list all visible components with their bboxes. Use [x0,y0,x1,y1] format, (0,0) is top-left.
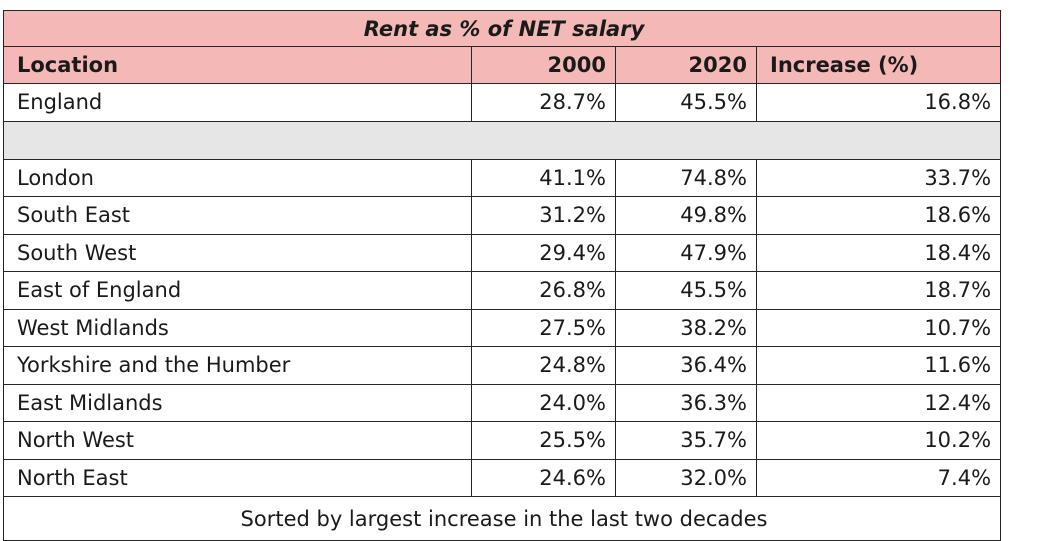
cell-2020: 32.0% [615,458,757,497]
cell-2000: 24.8% [471,346,616,385]
cell-location: East of England [3,271,472,310]
cell-2020: 74.8% [615,158,757,197]
spacer-row [2,120,1002,160]
header-increase: Increase (%) [755,46,1002,84]
cell-2020: 36.3% [615,383,757,422]
cell-increase: 11.6% [755,346,1002,385]
cell-2020: 38.2% [615,308,757,347]
cell-increase: 18.4% [755,233,1002,272]
region-rows: London 41.1% 74.8% 33.7% South East 31.2% 49.8… [3,158,1002,497]
cell-increase: 10.7% [755,308,1002,347]
cell-2020: 36.4% [615,346,757,385]
cell-location: North East [3,458,472,497]
cell-2000: 24.0% [471,383,616,422]
table-row-england: England 28.7% 45.5% 16.8% [3,83,1002,122]
cell-2020: 45.5% [615,83,757,122]
table-row: East Midlands 24.0% 36.3% 12.4% [3,383,1002,422]
table-row: Yorkshire and the Humber 24.8% 36.4% 11.6% [3,346,1002,385]
table-row: London 41.1% 74.8% 33.7% [3,158,1002,197]
cell-2000: 31.2% [471,196,616,235]
cell-2000: 25.5% [471,421,616,460]
cell-location: West Midlands [3,308,472,347]
table-header-row: Location 2000 2020 Increase (%) [3,46,1002,84]
table-row: South East 31.2% 49.8% 18.6% [3,196,1002,235]
cell-location: North West [3,421,472,460]
table-row: West Midlands 27.5% 38.2% 10.7% [3,308,1002,347]
table-title: Rent as % of NET salary [2,10,1002,47]
cell-2000: 27.5% [471,308,616,347]
cell-2020: 49.8% [615,196,757,235]
cell-location: London [3,158,472,197]
header-location: Location [3,46,472,84]
header-2000: 2000 [471,46,616,84]
cell-increase: 7.4% [755,458,1002,497]
cell-location: South East [3,196,472,235]
table-footer-row: Sorted by largest increase in the last t… [2,496,1002,541]
cell-increase: 18.6% [755,196,1002,235]
table-row: North East 24.6% 32.0% 7.4% [3,458,1002,497]
cell-2000: 41.1% [471,158,616,197]
cell-2020: 45.5% [615,271,757,310]
cell-increase: 12.4% [755,383,1002,422]
cell-2000: 29.4% [471,233,616,272]
spacer-cell [2,120,1002,160]
table-row: South West 29.4% 47.9% 18.4% [3,233,1002,272]
cell-2020: 35.7% [615,421,757,460]
rent-table: Rent as % of NET salary Location 2000 20… [2,10,1002,541]
cell-2000: 24.6% [471,458,616,497]
cell-location: South West [3,233,472,272]
cell-2000: 26.8% [471,271,616,310]
cell-2020: 47.9% [615,233,757,272]
table-row: East of England 26.8% 45.5% 18.7% [3,271,1002,310]
cell-increase: 33.7% [755,158,1002,197]
cell-increase: 18.7% [755,271,1002,310]
cell-increase: 16.8% [755,83,1002,122]
table-row: North West 25.5% 35.7% 10.2% [3,421,1002,460]
table-footer: Sorted by largest increase in the last t… [2,496,1002,541]
header-2020: 2020 [615,46,757,84]
cell-location: East Midlands [3,383,472,422]
table-title-row: Rent as % of NET salary [2,10,1002,47]
cell-location: Yorkshire and the Humber [3,346,472,385]
cell-2000: 28.7% [471,83,616,122]
cell-increase: 10.2% [755,421,1002,460]
cell-location: England [3,83,472,122]
